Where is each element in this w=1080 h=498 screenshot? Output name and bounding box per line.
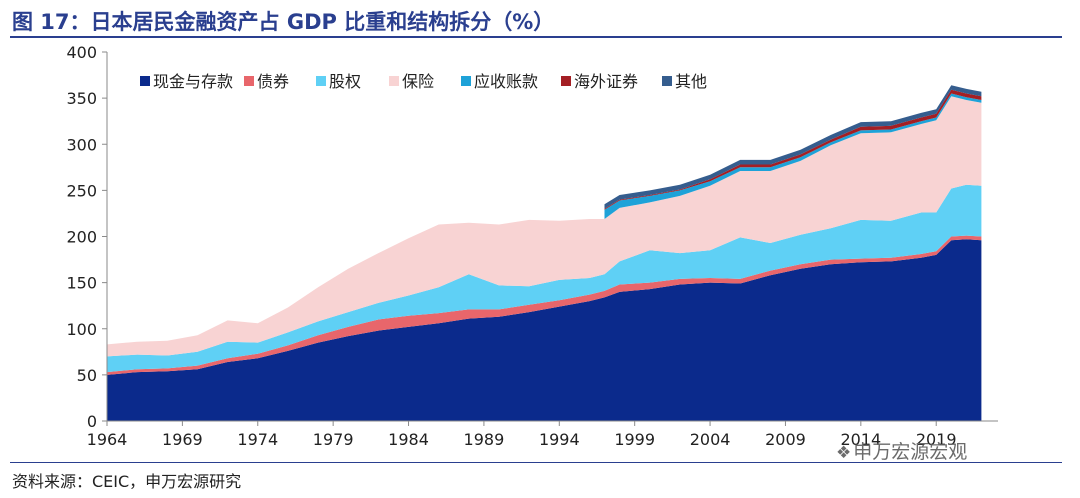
x-tick-label: 1989 bbox=[464, 430, 505, 449]
x-tick-label: 1974 bbox=[237, 430, 278, 449]
y-tick-label: 350 bbox=[66, 89, 97, 108]
source-note: 资料来源：CEIC，申万宏源研究 bbox=[12, 472, 242, 491]
x-tick-label: 1999 bbox=[614, 430, 655, 449]
area-series-5 bbox=[604, 93, 982, 219]
area-series-2 bbox=[107, 235, 982, 375]
legend-label: 海外证券 bbox=[574, 72, 638, 91]
watermark: ❖ 申万宏源宏观 bbox=[836, 437, 967, 464]
y-tick-label: 300 bbox=[66, 135, 97, 154]
watermark-text: 申万宏源宏观 bbox=[853, 441, 968, 463]
chart-axes: 0 50 100 150 200 250 300 350 400 1964 1969 1974 1979… bbox=[66, 43, 998, 449]
area-series-group bbox=[107, 85, 982, 421]
y-tick-label: 250 bbox=[66, 181, 97, 200]
wechat-icon: ❖ bbox=[836, 443, 852, 463]
y-tick-label: 150 bbox=[66, 274, 97, 293]
area-series-7 bbox=[604, 85, 982, 209]
x-tick-label: 1969 bbox=[162, 430, 203, 449]
footer-divider bbox=[10, 462, 1062, 463]
x-tick-label: 1979 bbox=[313, 430, 354, 449]
legend-swatch bbox=[316, 76, 326, 86]
x-tick-label: 2009 bbox=[765, 430, 806, 449]
y-tick-label: 400 bbox=[66, 43, 97, 62]
area-series-4 bbox=[107, 96, 982, 357]
y-tick-label: 100 bbox=[66, 320, 97, 339]
x-tick-label: 2014 bbox=[840, 430, 881, 449]
x-tick-label: 1984 bbox=[388, 430, 429, 449]
x-tick-label: 1994 bbox=[539, 430, 580, 449]
figure-title: 图 17：日本居民金融资产占 GDP 比重和结构拆分（%） bbox=[12, 10, 555, 34]
x-tick-label: 2019 bbox=[916, 430, 957, 449]
area-series-1 bbox=[107, 239, 982, 421]
legend-label: 现金与存款 bbox=[153, 72, 233, 91]
chart-legend: 现金与存款 债券 股权 保险 应收账款 海外证券 其他 bbox=[140, 72, 707, 91]
y-tick-label: 200 bbox=[66, 228, 97, 247]
y-tick-label: 50 bbox=[77, 366, 97, 385]
x-tick-label: 2004 bbox=[690, 430, 731, 449]
legend-swatch bbox=[244, 76, 254, 86]
legend-swatch bbox=[389, 76, 399, 86]
legend-swatch bbox=[662, 76, 672, 86]
legend-label: 保险 bbox=[402, 72, 434, 91]
y-tick-label: 0 bbox=[87, 412, 97, 431]
legend-swatch bbox=[561, 76, 571, 86]
legend-label: 其他 bbox=[675, 72, 707, 91]
area-series-3 bbox=[107, 184, 982, 373]
title-divider bbox=[10, 36, 1062, 38]
legend-label: 债券 bbox=[257, 72, 289, 91]
legend-swatch bbox=[140, 76, 150, 86]
x-tick-label: 1964 bbox=[87, 430, 128, 449]
legend-label: 股权 bbox=[329, 72, 361, 91]
legend-swatch bbox=[461, 76, 471, 86]
legend-label: 应收账款 bbox=[474, 72, 538, 91]
